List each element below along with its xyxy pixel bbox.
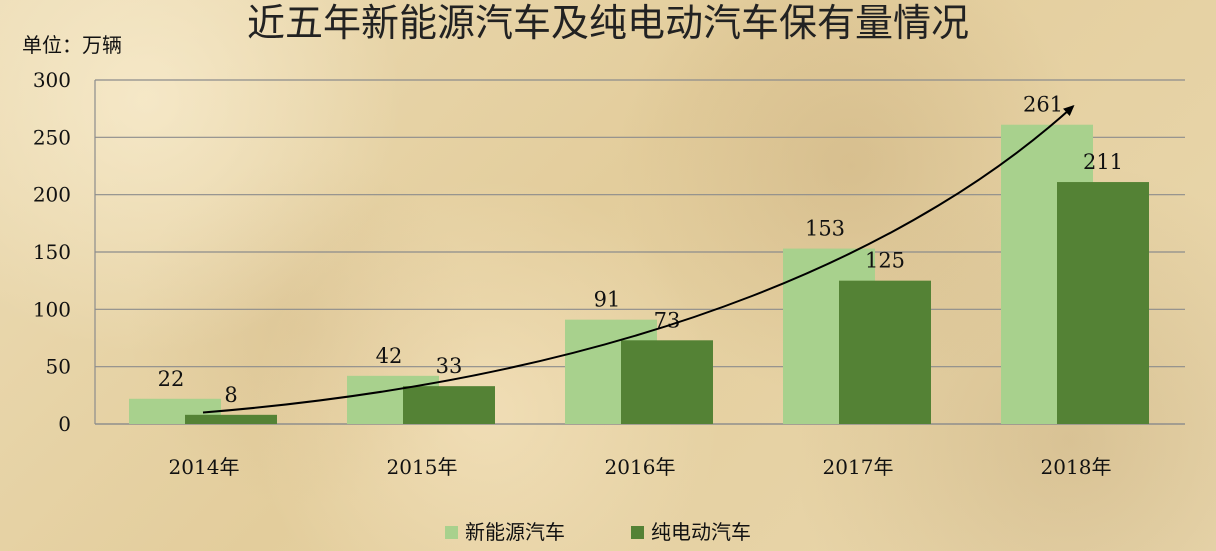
legend-label-bev: 纯电动汽车 bbox=[651, 520, 751, 544]
data-label: 91 bbox=[594, 288, 621, 312]
x-tick-label: 2016年 bbox=[605, 455, 676, 479]
legend-label-nev: 新能源汽车 bbox=[465, 520, 565, 544]
legend: 新能源汽车 纯电动汽车 bbox=[445, 520, 751, 544]
bar-bev-0 bbox=[185, 414, 277, 424]
y-tick-label: 0 bbox=[58, 412, 71, 436]
y-tick-label: 300 bbox=[33, 68, 71, 92]
bar-bev-3 bbox=[839, 280, 931, 424]
data-label: 211 bbox=[1083, 150, 1123, 174]
legend-swatch-nev bbox=[445, 526, 458, 539]
legend-swatch-bev bbox=[631, 526, 644, 539]
data-label: 153 bbox=[805, 217, 845, 241]
trend-arrow bbox=[202, 105, 1075, 414]
x-tick-label: 2017年 bbox=[823, 455, 894, 479]
y-tick-label: 100 bbox=[33, 297, 71, 321]
bars bbox=[129, 124, 1149, 424]
data-label: 261 bbox=[1023, 93, 1063, 117]
y-tick-label: 150 bbox=[33, 240, 71, 264]
x-tick-label: 2015年 bbox=[387, 455, 458, 479]
y-axis-ticks: 0 50 100 150 200 250 300 bbox=[33, 68, 71, 436]
y-tick-label: 250 bbox=[33, 125, 71, 149]
data-label: 125 bbox=[865, 249, 905, 273]
y-tick-label: 200 bbox=[33, 183, 71, 207]
data-label: 8 bbox=[224, 383, 237, 407]
data-label: 33 bbox=[436, 354, 463, 378]
x-axis-ticks: 2014年 2015年 2016年 2017年 2018年 bbox=[169, 455, 1112, 479]
bar-bev-4 bbox=[1057, 182, 1149, 424]
y-tick-label: 50 bbox=[46, 355, 71, 379]
bar-bev-1 bbox=[403, 386, 495, 424]
x-tick-label: 2014年 bbox=[169, 455, 240, 479]
chart-title: 近五年新能源汽车及纯电动汽车保有量情况 bbox=[247, 1, 969, 45]
x-tick-label: 2018年 bbox=[1041, 455, 1112, 479]
data-label: 22 bbox=[158, 367, 185, 391]
bar-bev-2 bbox=[621, 340, 713, 424]
data-label: 42 bbox=[376, 344, 403, 368]
unit-label: 单位：万辆 bbox=[22, 33, 122, 57]
